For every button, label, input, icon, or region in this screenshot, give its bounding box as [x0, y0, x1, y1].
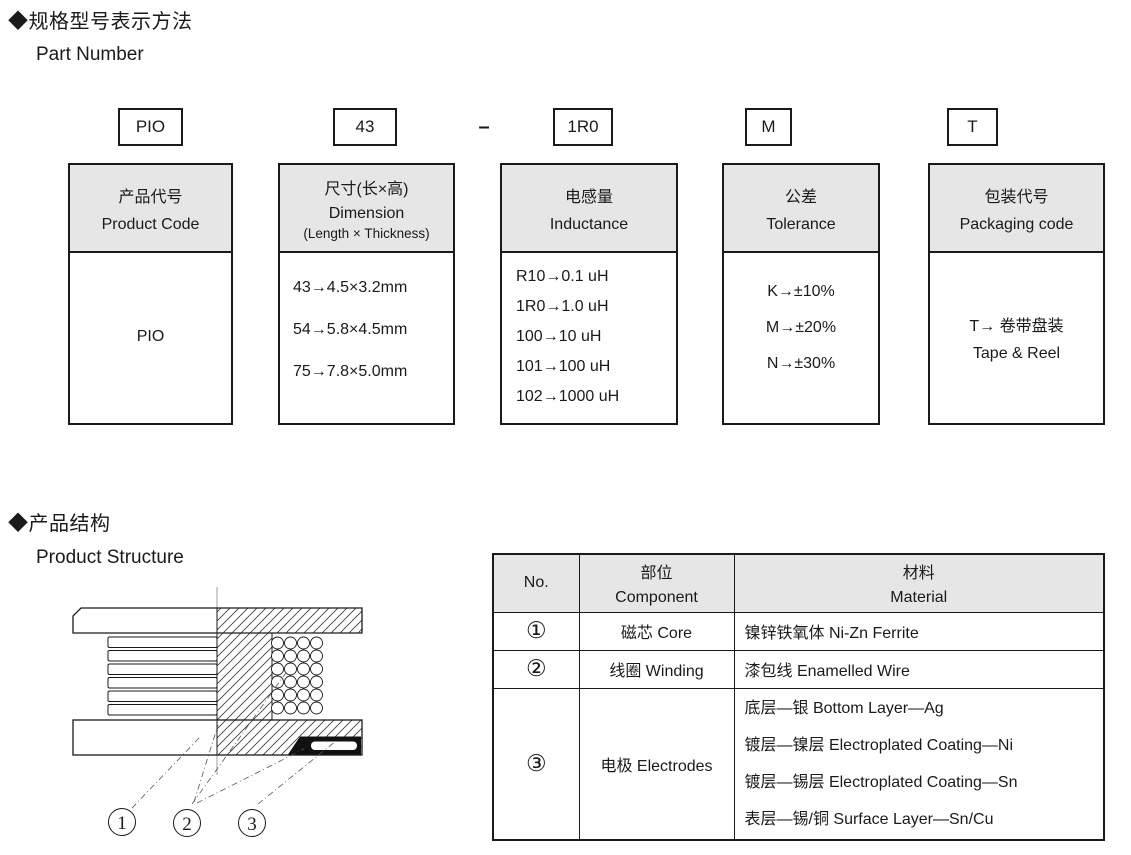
- row2-component: 线圈 Winding: [578, 649, 735, 689]
- material-line: 表层—锡/铜 Surface Layer—Sn/Cu: [744, 810, 994, 828]
- row2-no: ②: [492, 649, 580, 689]
- row1-no: ①: [492, 611, 580, 651]
- product-structure-title-en: Product Structure: [36, 547, 184, 568]
- code-box-dimension: 43: [333, 108, 397, 146]
- value-line: 75→7.8×5.0mm: [293, 363, 408, 380]
- diagram-label-2: 2: [182, 814, 192, 835]
- value-line: 100→10 uH: [516, 328, 602, 345]
- part-number-title-cn: ◆规格型号表示方法: [8, 11, 193, 33]
- part-number-title-en: Part Number: [36, 44, 144, 65]
- row3-no: ③: [492, 687, 580, 840]
- header-component-cn: 部位: [640, 565, 673, 583]
- column-inductance: 电感量 Inductance R10→0.1 uH 1R0→1.0 uH 100…: [500, 163, 678, 425]
- header-en: Packaging code: [959, 215, 1074, 233]
- header-material-en: Material: [890, 589, 948, 607]
- row2-material: 漆包线 Enamelled Wire: [733, 649, 1105, 689]
- value-line: Tape & Reel: [972, 344, 1061, 362]
- structure-table-header-row: No. 部位 Component 材料 Material: [492, 553, 1105, 613]
- product-structure-title-cn: ◆产品结构: [8, 513, 111, 535]
- row1-material: 镍锌铁氧体 Ni-Zn Ferrite: [733, 611, 1105, 651]
- code-box-product: PIO: [118, 108, 183, 146]
- diagram-electrode-slot: [311, 741, 357, 750]
- column-dimension-header: 尺寸(长×高) Dimension (Length × Thickness): [280, 165, 453, 253]
- column-inductance-body: R10→0.1 uH 1R0→1.0 uH 100→10 uH 101→100 …: [502, 253, 676, 421]
- diagram-leader-lines: [131, 669, 337, 809]
- header-en: Inductance: [549, 215, 629, 233]
- column-packaging-body: T→ 卷带盘装 Tape & Reel: [930, 253, 1103, 421]
- column-product-code: 产品代号 Product Code PIO: [68, 163, 233, 425]
- column-tolerance-header: 公差 Tolerance: [724, 165, 878, 253]
- diagram-core-column: [216, 632, 273, 721]
- code-box-packaging: T: [947, 108, 998, 146]
- code-box-inductance: 1R0: [553, 108, 613, 146]
- value-line: 54→5.8×4.5mm: [293, 321, 408, 338]
- value-line: 43→4.5×3.2mm: [293, 279, 408, 296]
- header-no-label: No.: [523, 574, 549, 592]
- column-packaging-header: 包装代号 Packaging code: [930, 165, 1103, 253]
- value-line: 101→100 uH: [516, 358, 611, 375]
- row1-component: 磁芯 Core: [578, 611, 735, 651]
- header-cn: 包装代号: [984, 188, 1049, 206]
- row3-material: 底层—银 Bottom Layer—Ag 镀层—镍层 Electroplated…: [733, 687, 1105, 840]
- header-cn: 电感量: [564, 188, 613, 206]
- diagram-label-3: 3: [247, 814, 257, 835]
- diagram-winding-circles: [271, 636, 323, 715]
- column-product-code-header: 产品代号 Product Code: [70, 165, 231, 253]
- column-packaging: 包装代号 Packaging code T→ 卷带盘装 Tape & Reel: [928, 163, 1105, 425]
- header-component: 部位 Component: [578, 553, 735, 613]
- header-cn: 尺寸(长×高): [324, 181, 409, 198]
- column-tolerance-body: K→±10% M→±20% N→±30%: [724, 253, 878, 421]
- header-no: No.: [492, 553, 580, 613]
- value-line: M→±20%: [765, 319, 837, 336]
- diagram-label-1: 1: [117, 813, 127, 834]
- value-line: R10→0.1 uH: [516, 268, 609, 285]
- table-row: ③ 电极 Electrodes 底层—银 Bottom Layer—Ag 镀层—…: [492, 687, 1105, 840]
- value-line: 1R0→1.0 uH: [516, 298, 609, 315]
- material-line: 底层—银 Bottom Layer—Ag: [744, 699, 944, 717]
- header-en: Product Code: [101, 215, 200, 233]
- header-en: Dimension: [328, 205, 405, 222]
- header-cn: 产品代号: [118, 188, 183, 206]
- product-structure-diagram: 1 2 3: [72, 587, 363, 837]
- header-cn: 公差: [784, 188, 817, 206]
- value-line: K→±10%: [767, 283, 835, 300]
- material-line: 镀层—镍层 Electroplated Coating—Ni: [744, 736, 1014, 754]
- code-box-tolerance: M: [745, 108, 792, 146]
- header-en: Tolerance: [766, 215, 836, 233]
- row3-component: 电极 Electrodes: [578, 687, 735, 840]
- table-row: ① 磁芯 Core 镍锌铁氧体 Ni-Zn Ferrite: [492, 611, 1105, 651]
- header-sub: (Length × Thickness): [303, 226, 430, 241]
- diagram-winding-bars: [107, 636, 218, 716]
- code-separator: –: [478, 115, 490, 138]
- header-component-en: Component: [615, 589, 698, 607]
- header-material: 材料 Material: [733, 553, 1105, 613]
- value-line: N→±30%: [766, 355, 836, 372]
- column-dimension-body: 43→4.5×3.2mm 54→5.8×4.5mm 75→7.8×5.0mm: [280, 253, 453, 421]
- header-material-cn: 材料: [902, 565, 935, 583]
- diagram-labels: 1 2 3: [108, 808, 266, 837]
- material-line: 镀层—锡层 Electroplated Coating—Sn: [744, 773, 1018, 791]
- value-line: PIO: [136, 328, 165, 345]
- diagram-top-flange-hatch: [216, 607, 363, 634]
- column-dimension: 尺寸(长×高) Dimension (Length × Thickness) 4…: [278, 163, 455, 425]
- column-tolerance: 公差 Tolerance K→±10% M→±20% N→±30%: [722, 163, 880, 425]
- column-product-code-body: PIO: [70, 253, 231, 421]
- table-row: ② 线圈 Winding 漆包线 Enamelled Wire: [492, 649, 1105, 689]
- value-line: T→ 卷带盘装: [969, 317, 1064, 335]
- structure-table: No. 部位 Component 材料 Material ① 磁芯 Core 镍…: [492, 553, 1105, 841]
- column-inductance-header: 电感量 Inductance: [502, 165, 676, 253]
- value-line: 102→1000 uH: [516, 388, 620, 405]
